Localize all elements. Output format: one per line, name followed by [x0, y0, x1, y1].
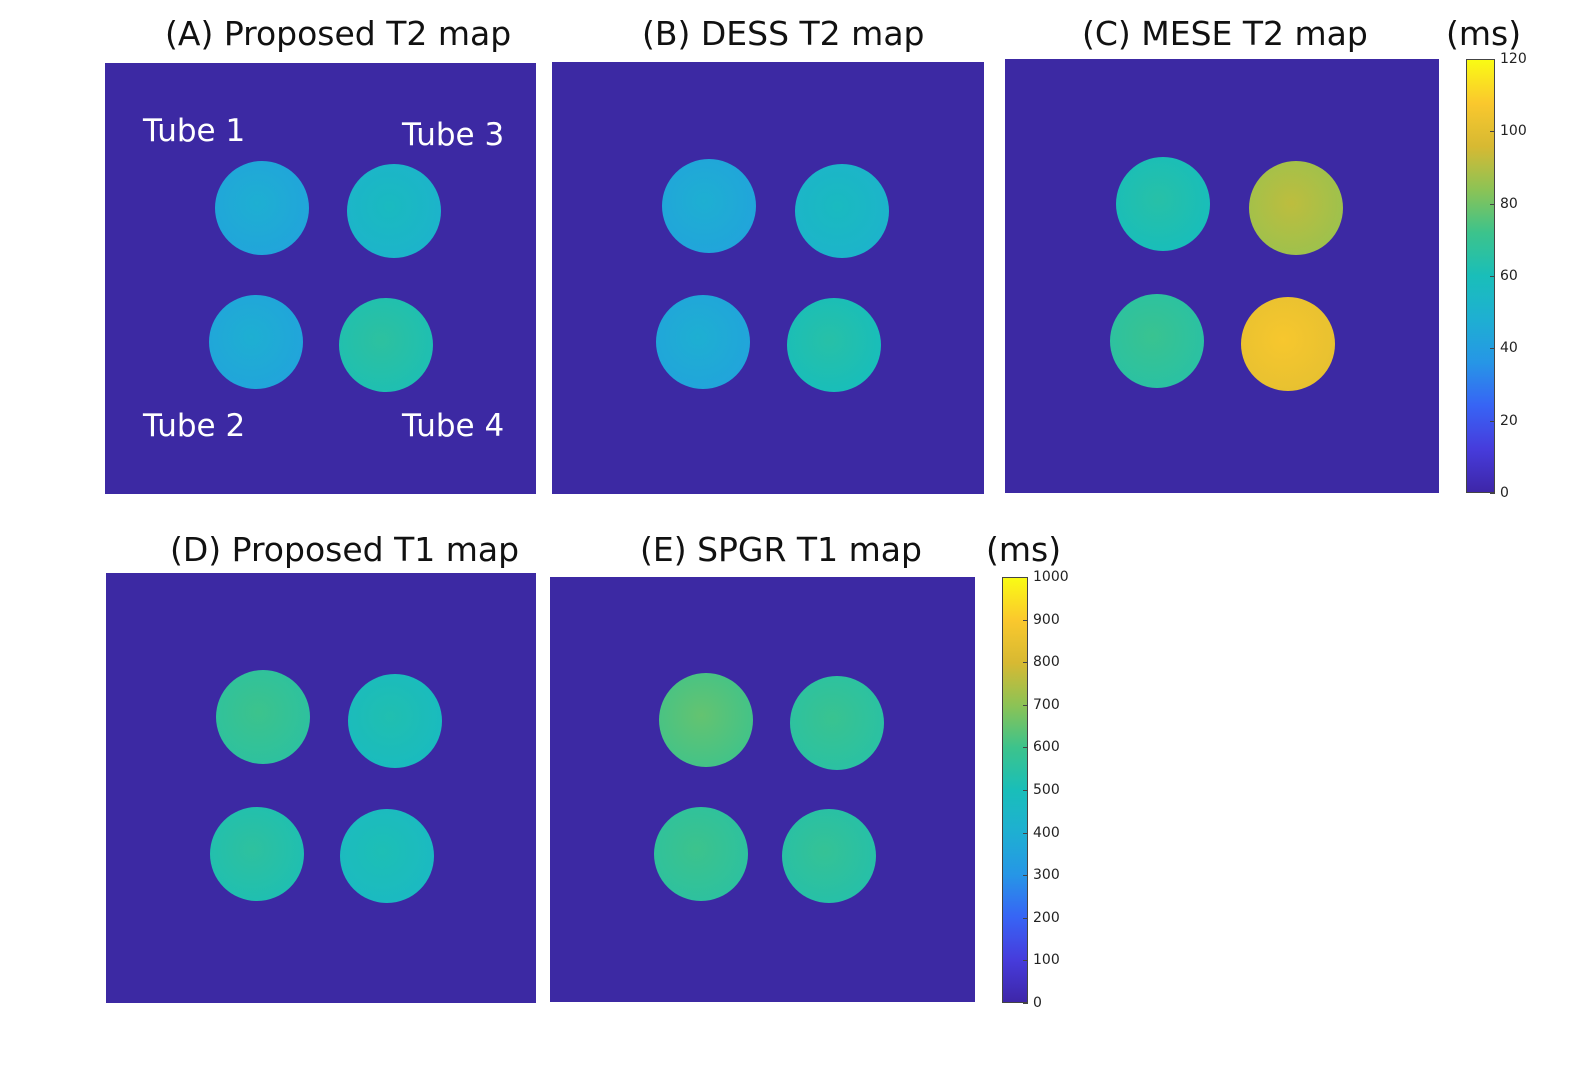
t1-colorbar-tick-mark — [1023, 619, 1028, 621]
t2-colorbar-tick-label: 0 — [1500, 485, 1509, 501]
panel-d-tube-2 — [210, 807, 304, 901]
tube-1-label: Tube 1 — [143, 113, 246, 149]
t1-colorbar-tick-label: 300 — [1033, 867, 1060, 884]
panel-d-tube-3 — [348, 674, 442, 768]
t1-colorbar-tick-mark — [1023, 875, 1028, 877]
panel-b-dess-t2 — [552, 62, 984, 494]
t2-colorbar-tick-mark — [1490, 203, 1495, 205]
t2-colorbar-tick-label: 80 — [1500, 195, 1518, 212]
title-b: (B) DESS T2 map — [642, 14, 925, 53]
panel-b-tube-3 — [795, 164, 889, 258]
panel-e-tube-3 — [790, 676, 884, 770]
t1-colorbar-tick-label: 500 — [1033, 782, 1060, 798]
panel-d-proposed-t1 — [106, 573, 536, 1003]
t1-colorbar-tick-label: 900 — [1033, 611, 1060, 628]
title-e: (E) SPGR T1 map — [640, 530, 922, 569]
t1-colorbar-tick-mark — [1023, 790, 1028, 791]
panel-a-proposed-t2: Tube 1 Tube 3 Tube 2 Tube 4 — [105, 63, 536, 494]
t1-colorbar-tick-label: 100 — [1033, 952, 1060, 969]
t2-colorbar-tick-label: 100 — [1500, 123, 1527, 140]
t1-colorbar-tick-label: 200 — [1033, 909, 1060, 926]
panel-b-tube-4 — [787, 298, 881, 392]
panel-b-tube-1 — [662, 159, 756, 253]
t1-colorbar-tick-mark — [1023, 747, 1028, 749]
t2-colorbar-tick-mark — [1490, 420, 1495, 422]
panel-e-tube-1 — [659, 673, 753, 767]
t1-colorbar-tick-mark — [1023, 662, 1028, 664]
t1-colorbar-tick-mark — [1023, 1003, 1028, 1004]
t2-colorbar-tick-mark — [1490, 276, 1495, 277]
title-d: (D) Proposed T1 map — [170, 530, 520, 569]
t1-unit-label: (ms) — [986, 530, 1062, 569]
panel-e-tube-4 — [782, 809, 876, 903]
tube-3-label: Tube 3 — [402, 117, 505, 153]
t1-colorbar-tick-mark — [1023, 577, 1028, 578]
t1-colorbar-tick-mark — [1023, 960, 1028, 962]
panel-c-tube-3 — [1249, 161, 1343, 255]
t1-colorbar-tick-mark — [1023, 704, 1028, 706]
t1-colorbar-tick-label: 800 — [1033, 654, 1060, 671]
t1-colorbar-tick-label: 0 — [1033, 995, 1042, 1011]
tube-4-label: Tube 4 — [402, 408, 505, 444]
t1-colorbar-tick-label: 400 — [1033, 824, 1060, 841]
t2-colorbar-tick-label: 40 — [1500, 340, 1518, 357]
t2-colorbar-tick-label: 60 — [1500, 268, 1518, 284]
tube-2-label: Tube 2 — [143, 408, 246, 444]
panel-c-tube-1 — [1116, 157, 1210, 251]
t2-colorbar-tick-mark — [1490, 59, 1495, 60]
t1-colorbar-tick-mark — [1023, 917, 1028, 919]
panel-a-tube-1 — [215, 161, 309, 255]
panel-e-spgr-t1 — [550, 577, 975, 1002]
panel-c-tube-4 — [1241, 297, 1335, 391]
panel-c-mese-t2 — [1005, 59, 1439, 493]
t2-colorbar-tick-mark — [1490, 348, 1495, 350]
panel-c-tube-2 — [1110, 294, 1204, 388]
t1-colorbar-tick-label: 600 — [1033, 739, 1060, 756]
title-a: (A) Proposed T2 map — [165, 14, 512, 53]
panel-a-tube-3 — [347, 164, 441, 258]
t1-colorbar-tick-label: 1000 — [1033, 569, 1069, 585]
panel-a-tube-4 — [339, 298, 433, 392]
t2-colorbar-tick-mark — [1490, 131, 1495, 133]
t2-colorbar-tick-label: 120 — [1500, 51, 1527, 67]
panel-d-tube-1 — [216, 670, 310, 764]
t2-colorbar-tick-mark — [1490, 493, 1495, 494]
title-c: (C) MESE T2 map — [1082, 14, 1368, 53]
panel-e-tube-2 — [654, 807, 748, 901]
t2-unit-label: (ms) — [1446, 14, 1522, 53]
t1-colorbar-tick-mark — [1023, 832, 1028, 834]
t2-colorbar-tick-label: 20 — [1500, 412, 1518, 429]
t1-colorbar-tick-label: 700 — [1033, 696, 1060, 713]
panel-a-tube-2 — [209, 295, 303, 389]
panel-d-tube-4 — [340, 809, 434, 903]
panel-b-tube-2 — [656, 295, 750, 389]
